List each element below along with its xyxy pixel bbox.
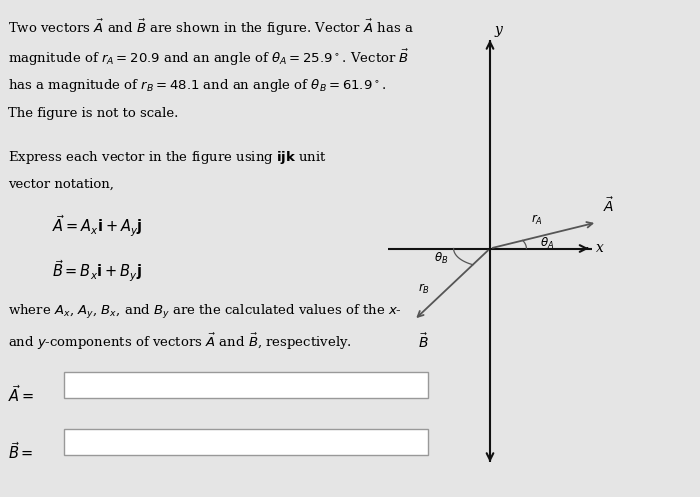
Text: Two vectors $\vec{A}$ and $\vec{B}$ are shown in the figure. Vector $\vec{A}$ ha: Two vectors $\vec{A}$ and $\vec{B}$ are …: [8, 17, 414, 38]
Text: vector notation,: vector notation,: [8, 177, 114, 190]
Text: Express each vector in the figure using $\mathbf{ijk}$ unit: Express each vector in the figure using …: [8, 149, 328, 166]
Text: where $A_x$, $A_y$, $B_x$, and $B_y$ are the calculated values of the $x$-: where $A_x$, $A_y$, $B_x$, and $B_y$ are…: [8, 303, 402, 321]
Text: x: x: [596, 242, 604, 255]
Text: has a magnitude of $r_B = 48.1$ and an angle of $\theta_B = 61.9^\circ$.: has a magnitude of $r_B = 48.1$ and an a…: [8, 77, 387, 94]
Text: The figure is not to scale.: The figure is not to scale.: [8, 107, 178, 120]
Text: $\vec{A} = A_x\mathbf{i} + A_y\mathbf{j}$: $\vec{A} = A_x\mathbf{i} + A_y\mathbf{j}…: [52, 214, 143, 239]
Text: y: y: [495, 23, 503, 37]
Text: and $y$-components of vectors $\vec{A}$ and $\vec{B}$, respectively.: and $y$-components of vectors $\vec{A}$ …: [8, 331, 352, 352]
Text: $\theta_B$: $\theta_B$: [433, 251, 448, 266]
Text: $\vec{B}$: $\vec{B}$: [418, 332, 428, 351]
Text: $\vec{A} =$: $\vec{A} =$: [8, 384, 35, 405]
Text: magnitude of $r_A = 20.9$ and an angle of $\theta_A = 25.9^\circ$. Vector $\vec{: magnitude of $r_A = 20.9$ and an angle o…: [8, 47, 409, 68]
Bar: [64, 372, 428, 398]
Text: $\vec{B} = B_x\mathbf{i} + B_y\mathbf{j}$: $\vec{B} = B_x\mathbf{i} + B_y\mathbf{j}…: [52, 258, 142, 284]
Text: $\vec{A}$: $\vec{A}$: [603, 196, 614, 215]
Bar: [64, 429, 428, 455]
Text: $r_A$: $r_A$: [531, 213, 543, 227]
Text: $\theta_A$: $\theta_A$: [540, 236, 554, 251]
Text: $\vec{B} =$: $\vec{B} =$: [8, 441, 34, 462]
Text: $r_B$: $r_B$: [418, 282, 430, 296]
